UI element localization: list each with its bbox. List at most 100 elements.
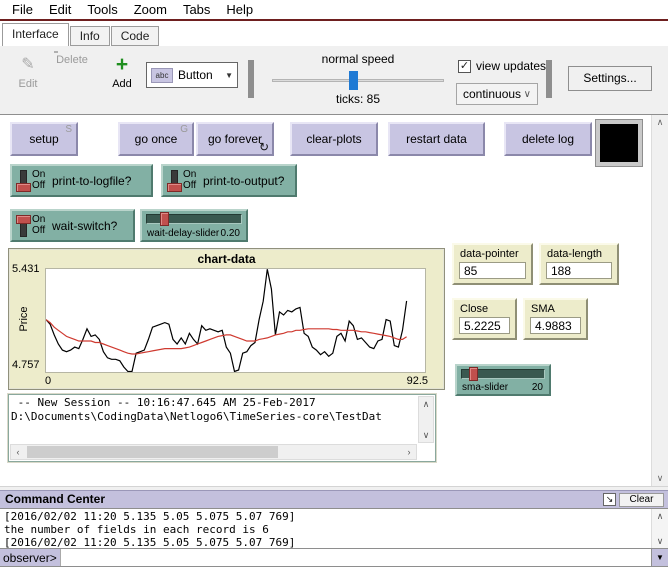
- go-once-button[interactable]: go once G: [118, 122, 194, 156]
- delete-log-button-label: delete log: [521, 132, 575, 146]
- toggle-control[interactable]: On Off: [16, 168, 48, 194]
- switch-label: print-to-logfile?: [52, 173, 132, 188]
- delete-widget-button[interactable]: Delete: [52, 54, 92, 66]
- output-horizontal-scrollbar[interactable]: ‹ ›: [10, 444, 417, 460]
- chevron-down-icon: ∨: [523, 88, 531, 100]
- menu-tools[interactable]: Tools: [87, 2, 118, 17]
- switch-label: print-to-output?: [203, 173, 285, 188]
- tab-code[interactable]: Code: [110, 26, 160, 46]
- scroll-left-icon[interactable]: ‹: [16, 447, 20, 457]
- scroll-up-icon[interactable]: ∧: [422, 399, 430, 409]
- scroll-up-icon[interactable]: ∧: [656, 511, 664, 521]
- add-widget-button[interactable]: + Add: [102, 54, 142, 91]
- delete-log-button[interactable]: delete log: [504, 122, 592, 156]
- command-center-scrollbar[interactable]: ∧ ∨: [651, 509, 668, 548]
- off-label: Off: [32, 179, 46, 191]
- forever-loop-icon: ↻: [258, 140, 269, 154]
- x-axis-max-tick: 92.5: [406, 375, 428, 387]
- output-widget: -- New Session -- 10:16:47.645 AM 25-Feb…: [8, 394, 436, 462]
- toggle-control[interactable]: On Off: [167, 168, 199, 194]
- clear-plots-button[interactable]: clear-plots: [290, 122, 378, 156]
- setup-button-label: setup: [29, 132, 59, 146]
- on-label: On: [32, 168, 46, 180]
- widget-canvas: setup S go once G go forever ↻ clear-plo…: [0, 115, 668, 486]
- monitor-label: SMA: [531, 303, 555, 315]
- scroll-down-icon[interactable]: ∨: [656, 536, 664, 546]
- slider-channel[interactable]: [461, 369, 545, 379]
- monitor-value: 188: [546, 262, 612, 279]
- setup-key-hint: S: [65, 124, 72, 135]
- command-input[interactable]: [59, 549, 651, 566]
- slider-channel[interactable]: [146, 214, 242, 224]
- toggle-control[interactable]: On Off: [16, 213, 48, 239]
- tab-interface[interactable]: Interface: [2, 23, 69, 46]
- tab-info[interactable]: Info: [69, 26, 110, 46]
- menu-file[interactable]: File: [12, 2, 33, 17]
- edit-widget-button[interactable]: ✎ Edit: [8, 54, 48, 90]
- output-vertical-scrollbar[interactable]: ∧ ∨: [418, 396, 434, 443]
- output-text: -- New Session -- 10:16:47.645 AM 25-Feb…: [11, 396, 382, 423]
- update-mode-value: continuous: [463, 87, 522, 101]
- tab-strip: Interface Info Code: [0, 23, 668, 46]
- wait-delay-slider[interactable]: wait-delay-slider 0.20: [140, 209, 248, 242]
- history-dropdown-button[interactable]: ▼: [651, 549, 668, 566]
- view-updates-checkbox[interactable]: ✓: [458, 59, 471, 73]
- settings-button[interactable]: Settings...: [568, 66, 652, 91]
- toggle-handle[interactable]: [167, 182, 182, 192]
- y-axis-label: Price: [18, 306, 30, 332]
- widget-type-dropdown[interactable]: abc Button ▼: [146, 62, 238, 88]
- toolbar-separator-2: [546, 60, 552, 98]
- scroll-down-icon[interactable]: ∨: [422, 430, 430, 440]
- dropdown-arrow-icon: ▼: [225, 70, 233, 80]
- command-center-title: Command Center: [5, 492, 106, 506]
- speed-slider-thumb[interactable]: [349, 71, 358, 90]
- data-length-monitor: data-length 188: [539, 243, 619, 285]
- plot-lines-svg: [45, 269, 408, 373]
- slider-value: 20: [531, 382, 543, 393]
- wait-switch[interactable]: On Off wait-switch?: [10, 209, 135, 242]
- command-center-splitter[interactable]: [0, 486, 668, 490]
- setup-button[interactable]: setup S: [10, 122, 78, 156]
- detach-resize-icon[interactable]: ↘: [603, 493, 616, 506]
- toggle-handle[interactable]: [16, 214, 31, 224]
- slider-handle[interactable]: [469, 367, 478, 381]
- go-forever-button-label: go forever: [207, 132, 263, 146]
- slider-handle[interactable]: [160, 212, 169, 226]
- menu-edit[interactable]: Edit: [48, 2, 72, 17]
- menu-zoom[interactable]: Zoom: [133, 2, 167, 17]
- slider-value: 0.20: [220, 228, 240, 239]
- speed-slider-track[interactable]: [272, 79, 444, 82]
- menu-bar: File Edit Tools Zoom Tabs Help: [0, 0, 668, 21]
- widget-type-value: Button: [178, 68, 213, 82]
- toolbar-separator: [248, 60, 254, 98]
- plot-title: chart-data: [197, 252, 256, 266]
- view-updates-label: view updates: [476, 59, 547, 73]
- update-mode-dropdown[interactable]: continuous ∨: [456, 83, 538, 105]
- restart-data-button[interactable]: restart data: [388, 122, 485, 156]
- close-monitor: Close 5.2225: [452, 298, 517, 340]
- scroll-right-icon[interactable]: ›: [407, 447, 411, 457]
- y-axis-min-tick: 4.757: [12, 359, 40, 371]
- abc-widget-icon: abc: [151, 67, 173, 83]
- clear-button[interactable]: Clear: [619, 493, 664, 507]
- scroll-up-icon[interactable]: ∧: [656, 117, 664, 127]
- world-view[interactable]: [595, 119, 643, 167]
- menu-tabs[interactable]: Tabs: [182, 2, 211, 17]
- sma-slider[interactable]: sma-slider 20: [455, 364, 551, 396]
- chart-data-plot: chart-data 5.431 4.757 Price 0 92.5: [8, 248, 445, 390]
- scrollbar-thumb[interactable]: [27, 446, 279, 458]
- menu-help[interactable]: Help: [226, 2, 254, 17]
- delete-label: Delete: [56, 54, 88, 66]
- command-center-header: Command Center ↘ Clear: [0, 490, 668, 508]
- print-to-logfile-switch[interactable]: On Off print-to-logfile?: [10, 164, 153, 197]
- go-forever-button[interactable]: go forever ↻: [196, 122, 274, 156]
- toggle-handle[interactable]: [16, 182, 31, 192]
- canvas-vertical-scrollbar[interactable]: ∧ ∨: [651, 115, 668, 486]
- view-updates-checkbox-row: ✓ view updates: [458, 59, 546, 73]
- sma-monitor: SMA 4.9883: [523, 298, 588, 340]
- y-axis-max-tick: 5.431: [12, 263, 40, 275]
- print-to-output-switch[interactable]: On Off print-to-output?: [161, 164, 297, 197]
- scroll-down-icon[interactable]: ∨: [656, 473, 664, 483]
- on-label: On: [32, 213, 46, 225]
